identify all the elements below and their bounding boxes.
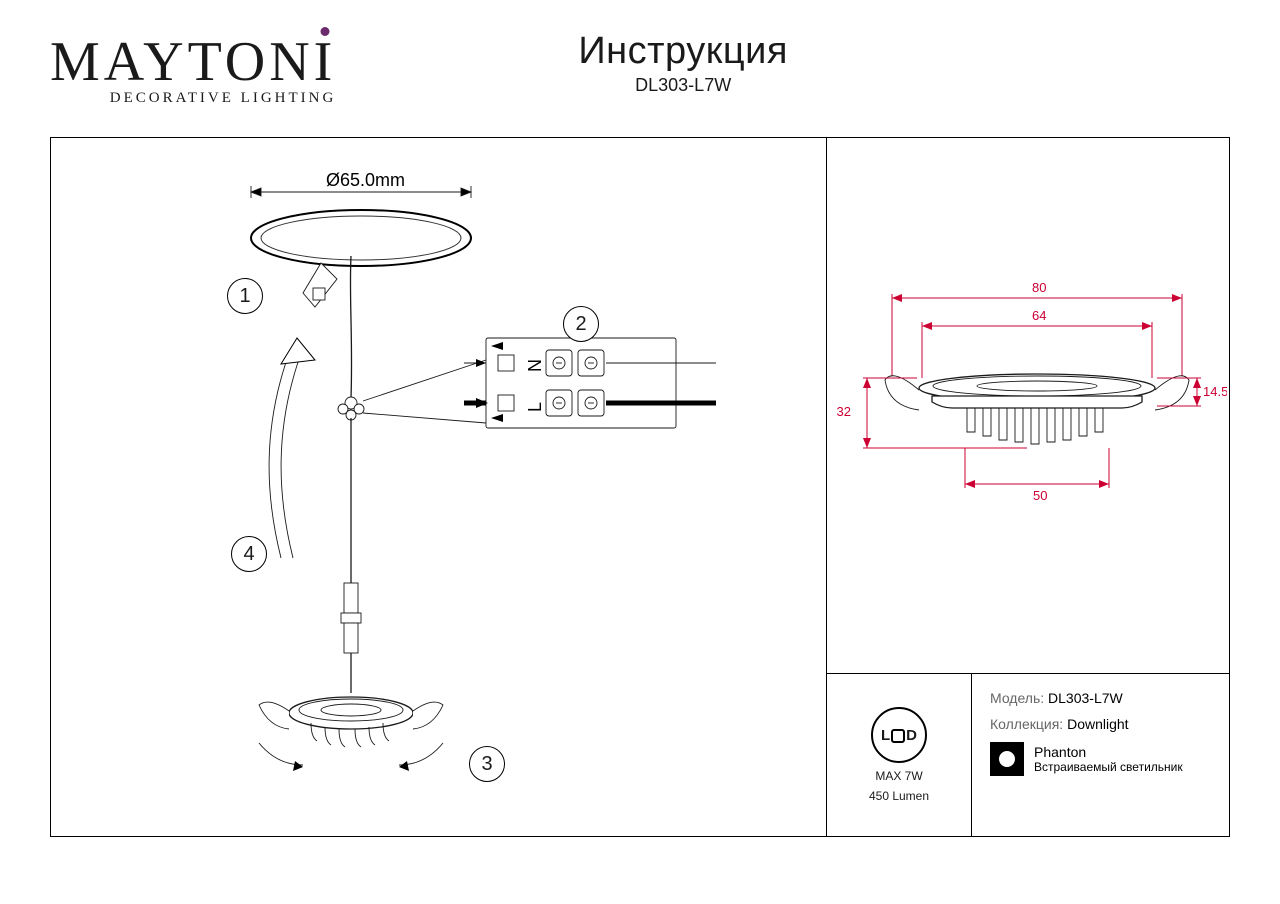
spec-type: Встраиваемый светильник xyxy=(1034,760,1183,774)
spec-collection-label: Коллекция: xyxy=(990,716,1063,732)
led-badge: LD xyxy=(871,707,927,763)
svg-text:32: 32 xyxy=(837,404,851,419)
page-title: Инструкция xyxy=(136,30,1230,73)
luminaire-icon xyxy=(259,697,443,771)
title-block: Инструкция DL303-L7W xyxy=(136,30,1230,96)
terminal-block: N L xyxy=(464,338,716,428)
header: MAYTONI DECORATIVE LIGHTING Инструкция D… xyxy=(50,30,1230,127)
led-lumen: 450 Lumen xyxy=(869,789,929,803)
step-badge-4: 4 xyxy=(231,536,267,572)
spec-model-value: DL303-L7W xyxy=(1048,690,1123,706)
svg-text:50: 50 xyxy=(1033,488,1047,503)
svg-text:14.5: 14.5 xyxy=(1203,384,1227,399)
spec-model-label: Модель: xyxy=(990,690,1044,706)
led-max: MAX 7W xyxy=(875,769,922,783)
svg-text:80: 80 xyxy=(1032,280,1046,295)
step-badge-2: 2 xyxy=(563,306,599,342)
spec-name: Phanton xyxy=(1034,744,1183,760)
led-spec-panel: LD MAX 7W 450 Lumen xyxy=(827,674,972,836)
spec-panel: Модель: DL303-L7W Коллекция: Downlight P… xyxy=(972,674,1229,836)
hole-diameter-label: Ø65.0mm xyxy=(326,170,405,190)
svg-text:64: 64 xyxy=(1032,308,1046,323)
step-badge-1: 1 xyxy=(227,278,263,314)
downlight-icon xyxy=(990,742,1024,776)
svg-text:L: L xyxy=(525,402,545,412)
step-badge-3: 3 xyxy=(469,746,505,782)
drawing-sheet: Ø65.0mm xyxy=(50,137,1230,837)
svg-text:N: N xyxy=(525,359,545,372)
installation-diagram: Ø65.0mm xyxy=(51,138,827,836)
page-subtitle: DL303-L7W xyxy=(136,75,1230,96)
dimension-drawing: 80 64 xyxy=(827,138,1229,674)
spec-collection-value: Downlight xyxy=(1067,716,1128,732)
